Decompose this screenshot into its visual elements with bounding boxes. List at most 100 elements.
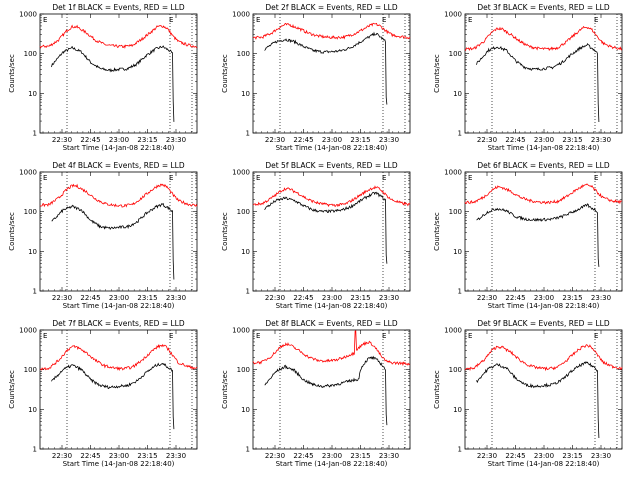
x-tick-label: 23:30 [591, 136, 611, 144]
x-tick-label: 22:30 [52, 294, 72, 302]
x-tick-label: 23:15 [562, 294, 582, 302]
panel-title: Det 7f BLACK = Events, RED = LLD [52, 319, 185, 328]
series-events [476, 203, 600, 267]
y-axis-label: Counts/sec [8, 212, 16, 251]
y-tick-label: 100 [24, 208, 37, 216]
x-tick-label: 23:30 [379, 452, 399, 460]
series-events [264, 31, 388, 105]
y-tick-label: 1 [33, 288, 37, 296]
x-tick-label: 23:30 [166, 452, 186, 460]
series-events [476, 361, 600, 439]
plot-frame [464, 171, 623, 292]
series-events [264, 355, 388, 426]
y-tick-label: 100 [449, 208, 462, 216]
x-tick-label: 22:30 [477, 452, 497, 460]
event-marker-label: E [169, 174, 173, 182]
y-tick-label: 10 [28, 406, 37, 414]
plot-frame [252, 13, 411, 134]
x-tick-label: 23:30 [591, 452, 611, 460]
y-tick-label: 1000 [444, 169, 462, 177]
x-axis-label: Start Time (14-Jan-08 22:18:40) [488, 302, 600, 310]
series-events [51, 45, 175, 122]
y-axis-label: Counts/sec [8, 370, 16, 409]
event-marker-label: E [468, 332, 472, 340]
y-tick-label: 10 [28, 248, 37, 256]
x-axis-label: Start Time (14-Jan-08 22:18:40) [276, 144, 388, 152]
panel-det-3: Det 3f BLACK = Events, RED = LLD 1 10 100 10… [433, 3, 623, 152]
event-marker-label: E [594, 174, 598, 182]
panel-det-2: Det 2f BLACK = Events, RED = LLD 1 10 100 10… [221, 3, 411, 152]
panel-title: Det 5f BLACK = Events, RED = LLD [265, 161, 398, 170]
panel-det-9: Det 9f BLACK = Events, RED = LLD 1 10 100 10… [433, 319, 623, 468]
x-tick-label: 23:15 [137, 452, 157, 460]
event-marker-label: E [382, 16, 386, 24]
x-tick-label: 22:30 [265, 136, 285, 144]
y-tick-label: 1000 [19, 169, 37, 177]
series-events [476, 43, 600, 123]
series-events [51, 202, 175, 280]
event-marker-label: E [43, 332, 47, 340]
y-tick-label: 1000 [19, 327, 37, 335]
y-tick-label: 1 [458, 446, 462, 454]
series-lld [464, 344, 623, 372]
event-marker-label: E [594, 332, 598, 340]
event-marker-label: E [169, 332, 173, 340]
x-axis-label: Start Time (14-Jan-08 22:18:40) [276, 302, 388, 310]
x-tick-label: 23:30 [379, 136, 399, 144]
x-tick-label: 22:30 [52, 136, 72, 144]
y-axis-label: Counts/sec [433, 212, 441, 251]
y-axis-label: Counts/sec [221, 212, 229, 251]
series-lld [252, 185, 411, 208]
x-axis-label: Start Time (14-Jan-08 22:18:40) [63, 302, 175, 310]
x-axis-label: Start Time (14-Jan-08 22:18:40) [488, 144, 600, 152]
series-lld [252, 330, 411, 367]
y-tick-label: 10 [453, 248, 462, 256]
event-marker-label: E [43, 16, 47, 24]
panel-det-4: Det 4f BLACK = Events, RED = LLD 1 10 100 10… [8, 161, 198, 310]
y-tick-label: 1 [246, 288, 250, 296]
x-tick-label: 23:15 [350, 452, 370, 460]
x-tick-label: 23:15 [562, 452, 582, 460]
y-tick-label: 1000 [232, 169, 250, 177]
y-axis-label: Counts/sec [221, 370, 229, 409]
x-tick-label: 23:30 [166, 294, 186, 302]
x-tick-label: 23:00 [534, 294, 554, 302]
x-tick-label: 22:45 [293, 136, 313, 144]
event-marker-label: E [169, 16, 173, 24]
plot-frame [39, 329, 198, 450]
panel-title: Det 2f BLACK = Events, RED = LLD [265, 3, 398, 12]
x-tick-label: 23:15 [137, 294, 157, 302]
panel-title: Det 6f BLACK = Events, RED = LLD [477, 161, 610, 170]
y-tick-label: 100 [24, 50, 37, 58]
x-tick-label: 22:30 [477, 136, 497, 144]
plot-frame [252, 329, 411, 450]
y-tick-label: 10 [241, 90, 250, 98]
event-marker-label: E [256, 174, 260, 182]
y-tick-label: 100 [24, 366, 37, 374]
y-tick-label: 10 [28, 90, 37, 98]
y-axis-label: Counts/sec [433, 54, 441, 93]
x-tick-label: 23:30 [379, 294, 399, 302]
x-tick-label: 23:00 [109, 136, 129, 144]
y-tick-label: 1 [246, 446, 250, 454]
y-tick-label: 10 [241, 248, 250, 256]
x-tick-label: 22:30 [265, 294, 285, 302]
series-lld [39, 343, 198, 372]
y-tick-label: 1 [458, 130, 462, 138]
y-tick-label: 1 [458, 288, 462, 296]
event-marker-label: E [382, 332, 386, 340]
x-tick-label: 22:45 [505, 452, 525, 460]
event-marker-label: E [256, 16, 260, 24]
x-tick-label: 23:30 [166, 136, 186, 144]
y-tick-label: 1000 [232, 11, 250, 19]
y-tick-label: 1000 [444, 11, 462, 19]
y-tick-label: 100 [237, 50, 250, 58]
panel-det-7: Det 7f BLACK = Events, RED = LLD 1 10 100 10… [8, 319, 198, 468]
y-tick-label: 10 [453, 90, 462, 98]
event-marker-label: E [468, 16, 472, 24]
x-tick-label: 23:00 [322, 452, 342, 460]
series-events [264, 191, 388, 264]
x-tick-label: 23:00 [322, 136, 342, 144]
series-events [51, 362, 175, 430]
panel-title: Det 1f BLACK = Events, RED = LLD [52, 3, 185, 12]
